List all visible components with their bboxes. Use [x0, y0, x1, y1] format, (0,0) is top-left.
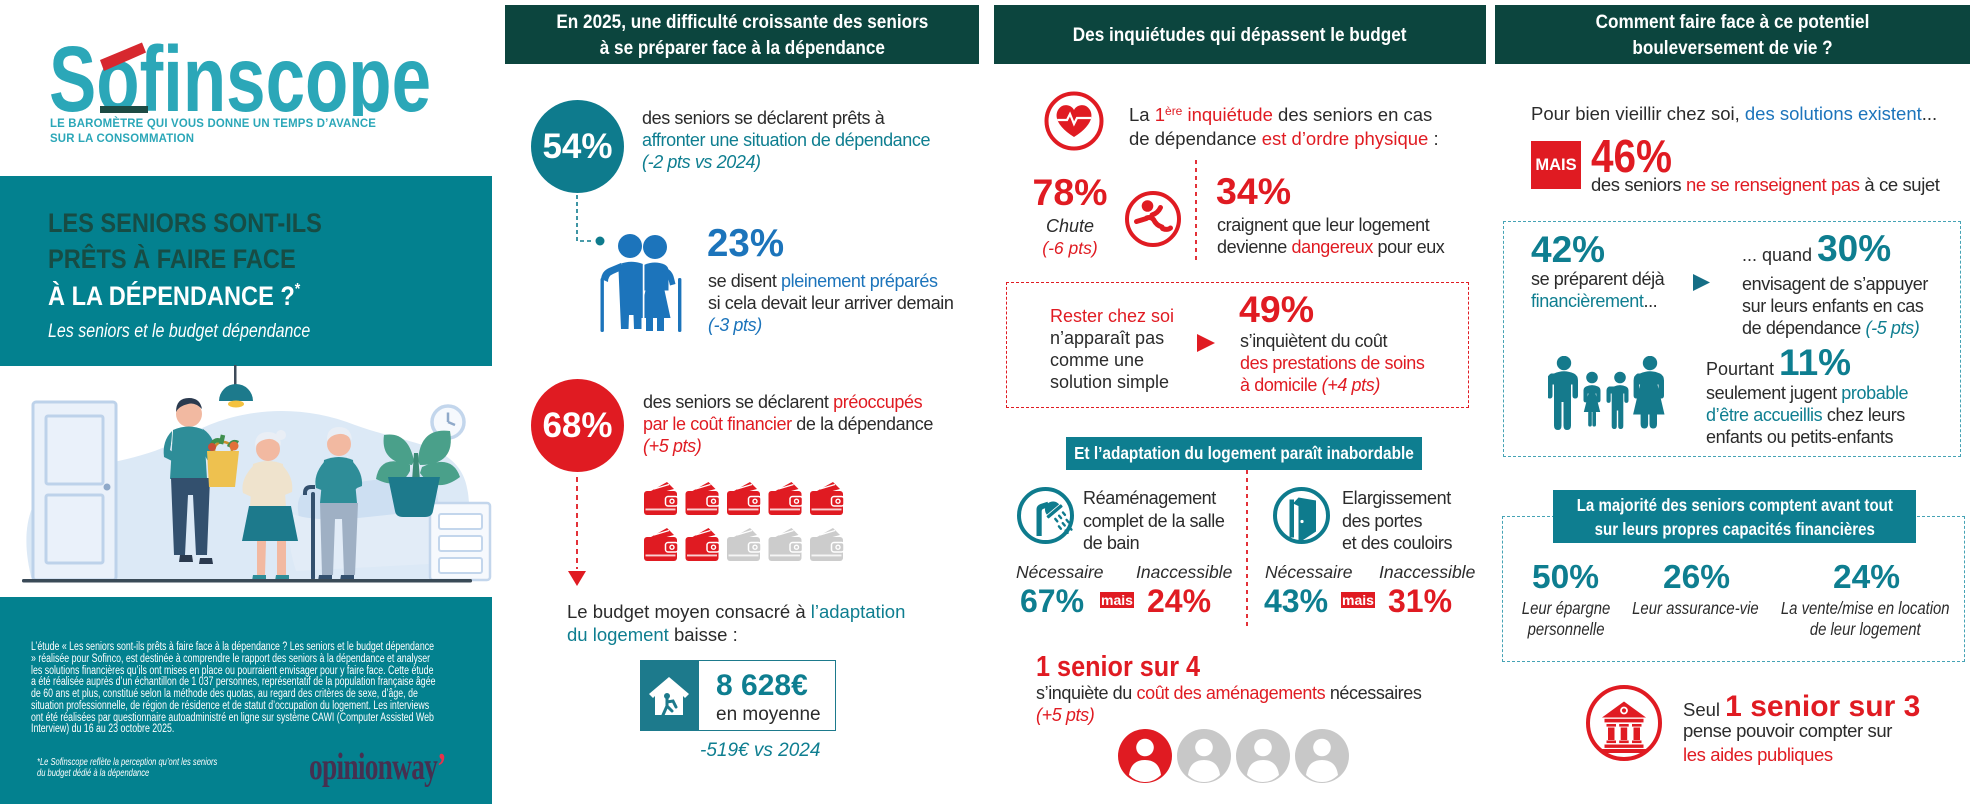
svg-text:Sofinscope: Sofinscope — [49, 36, 431, 116]
